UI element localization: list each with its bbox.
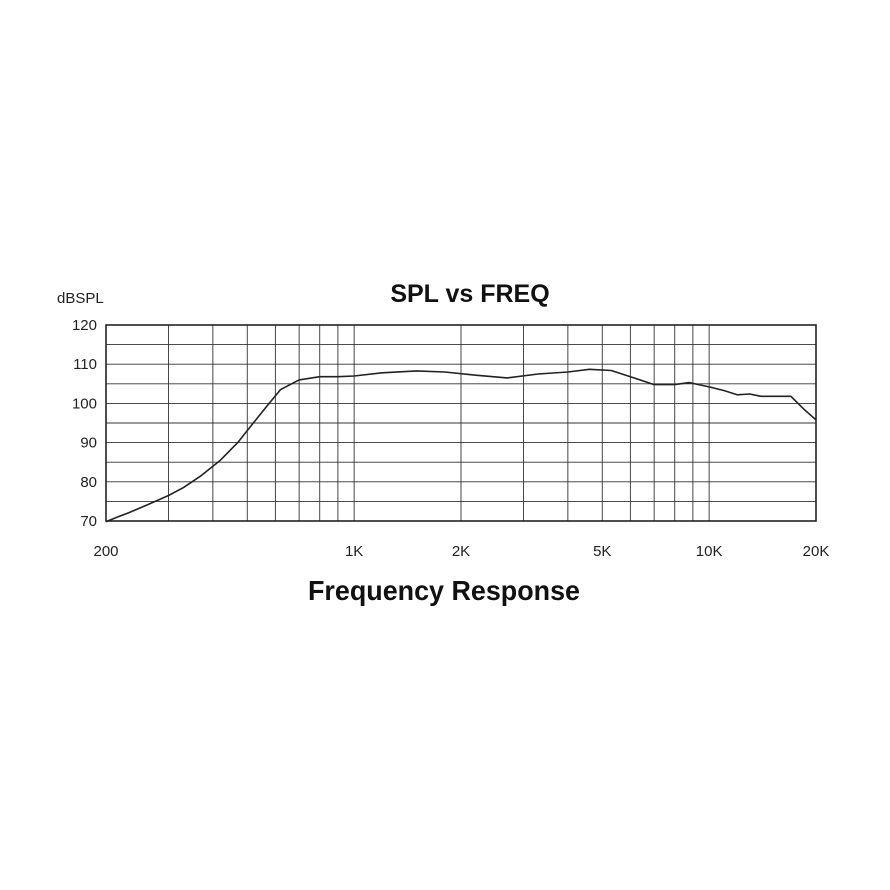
plot-frame (105, 324, 817, 522)
y-axis-label: dBSPL (57, 290, 104, 307)
x-tick-label: 20K (803, 543, 830, 560)
x-tick-label: 1K (345, 543, 363, 560)
spl-curve-line (105, 368, 817, 523)
y-tick-label: 90 (80, 435, 97, 452)
y-tick-labels: 120 110 100 90 80 70 (72, 317, 97, 530)
y-tick-label: 110 (73, 356, 97, 373)
y-tick-label: 100 (72, 395, 97, 412)
x-axis-label: Frequency Response (308, 575, 580, 606)
x-tick-label: 5K (593, 543, 611, 560)
x-tick-label: 2K (452, 543, 470, 560)
y-tick-label: 120 (72, 317, 97, 334)
chart-title: SPL vs FREQ (390, 280, 549, 308)
y-tick-label: 70 (80, 513, 97, 530)
grid-lines (105, 324, 817, 522)
y-tick-label: 80 (80, 474, 97, 491)
x-tick-label: 200 (93, 543, 118, 560)
x-tick-label: 10K (696, 543, 723, 560)
x-tick-labels: 200 1K 2K 5K 10K 20K (93, 543, 829, 560)
